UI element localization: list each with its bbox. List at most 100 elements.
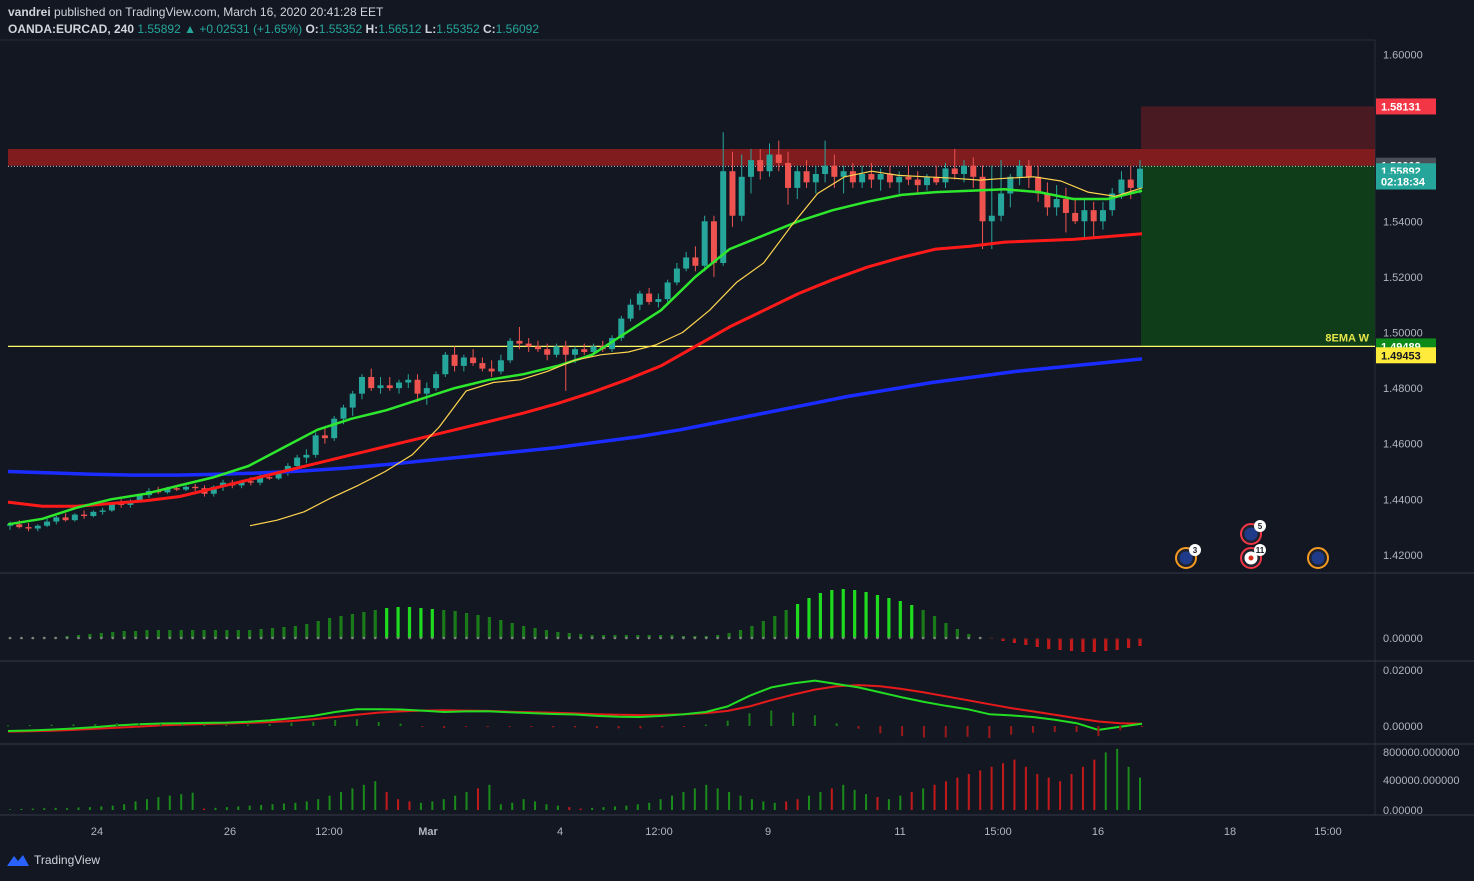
squeeze-dot — [476, 636, 480, 640]
time-tick-label: 18 — [1224, 826, 1236, 838]
candle — [405, 374, 412, 389]
squeeze-dot — [773, 636, 777, 640]
volume-bar — [865, 794, 868, 810]
candle — [534, 340, 541, 352]
candle-body — [1062, 199, 1069, 213]
candle — [377, 376, 384, 394]
candle-body — [766, 154, 773, 172]
candle — [414, 374, 421, 403]
squeeze-dot — [1104, 636, 1108, 640]
candle-body — [673, 268, 680, 283]
candle-body — [71, 514, 78, 521]
price-label-box — [1376, 173, 1436, 190]
macd-histogram-bar — [1119, 726, 1122, 731]
candle-body — [442, 354, 449, 375]
volume-bar — [20, 808, 23, 810]
candle-body — [840, 171, 847, 177]
publish-info: published on TradingView.com, March 16, … — [54, 5, 384, 19]
volume-bar — [465, 792, 468, 810]
candle-body — [590, 346, 597, 352]
candle-body — [729, 171, 736, 216]
squeeze-dot — [111, 636, 115, 640]
volume-bar — [967, 774, 970, 810]
candle — [442, 351, 449, 377]
candle-body — [1072, 212, 1079, 222]
macd-histogram-bar — [770, 710, 773, 726]
open-value: 1.55352 — [318, 22, 363, 36]
squeeze-dot — [145, 636, 149, 640]
volume-bar — [214, 807, 217, 810]
candle — [701, 215, 708, 272]
candle — [25, 522, 32, 532]
volume-bar — [899, 795, 902, 810]
candle-body — [923, 176, 930, 186]
momentum-bar — [179, 630, 183, 638]
volume-bar — [305, 801, 308, 810]
squeeze-dot — [20, 636, 23, 640]
squeeze-dot — [704, 636, 708, 640]
volume-bar — [830, 788, 833, 810]
volume-bar — [876, 797, 879, 810]
candle — [886, 165, 893, 188]
candle-body — [275, 472, 282, 479]
candle-body — [988, 215, 995, 222]
price-label-text: 1.58131 — [1381, 101, 1421, 113]
volume-bar — [488, 784, 491, 810]
squeeze-dot — [248, 636, 251, 640]
volume-bar — [1127, 766, 1130, 810]
volume-bar — [203, 808, 206, 810]
candle-body — [859, 174, 866, 183]
candle-body — [896, 176, 903, 183]
volume-bar — [613, 806, 616, 810]
macd-histogram-bar — [835, 723, 838, 726]
momentum-bar — [362, 612, 366, 638]
candle-body — [1035, 176, 1042, 194]
macd-histogram-bar — [1031, 726, 1034, 733]
volume-bar — [54, 807, 57, 810]
macd-histogram-bar — [72, 724, 75, 726]
momentum-bar — [430, 609, 434, 638]
squeeze-dot — [579, 636, 583, 640]
volume-bar — [750, 799, 753, 810]
candle-body — [655, 299, 662, 302]
candle-body — [451, 354, 458, 366]
squeeze-dot — [807, 636, 811, 640]
volume-bar — [648, 802, 651, 810]
candle — [738, 154, 745, 222]
momentum-bar — [510, 623, 514, 638]
macd-histogram-bar — [137, 723, 140, 726]
candle-body — [99, 510, 106, 512]
volume-bar — [260, 804, 263, 810]
momentum-bar — [887, 598, 891, 638]
squeeze-dot — [522, 636, 525, 640]
candle-body — [562, 346, 569, 355]
momentum-bar — [967, 634, 971, 638]
volume-bar — [625, 805, 628, 810]
candle — [321, 427, 328, 444]
squeeze-dot — [1127, 636, 1130, 640]
momentum-bar — [499, 620, 503, 638]
volume-bar — [773, 802, 776, 810]
volume-bar — [910, 792, 913, 810]
momentum-bar — [133, 631, 138, 638]
volume-bar — [43, 808, 46, 810]
volume-bar — [419, 802, 422, 810]
squeeze-dot — [819, 636, 822, 640]
momentum-bar — [156, 630, 160, 638]
squeeze-dot — [1013, 636, 1016, 640]
candle — [673, 262, 680, 286]
candle — [710, 215, 717, 277]
macd-histogram-bar — [203, 724, 206, 726]
volume-bar — [1047, 777, 1050, 810]
brand-name: TradingView — [34, 853, 101, 867]
candle — [1062, 187, 1069, 233]
candle — [34, 524, 41, 532]
candle — [636, 290, 643, 311]
candle — [90, 510, 97, 518]
price-tick-label: 1.44000 — [1383, 494, 1423, 506]
author-name[interactable]: vandrei — [8, 5, 51, 19]
low-value: 1.55352 — [436, 22, 480, 36]
candle-body — [646, 293, 653, 302]
tradingview-logo[interactable]: TradingView — [6, 853, 100, 867]
